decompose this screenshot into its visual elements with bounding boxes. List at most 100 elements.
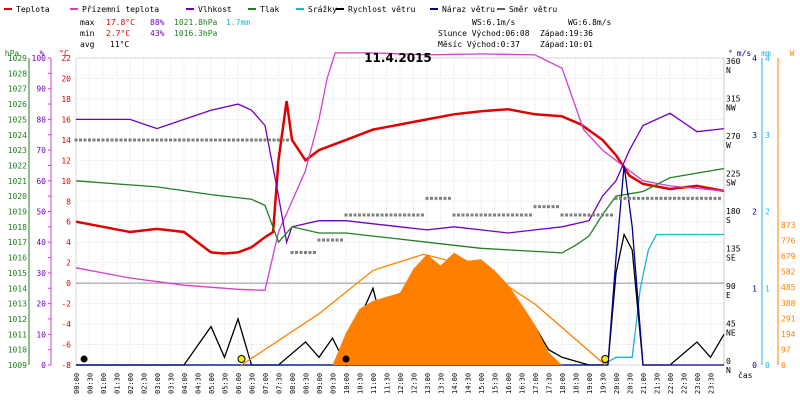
- direction-point: [322, 238, 325, 242]
- legend: Teplota Přízemní teplota Vlhkost Tlak Srážky…: [4, 5, 557, 14]
- temp-tick-label: 14: [61, 136, 71, 145]
- direction-point: [637, 196, 640, 200]
- direction-point: [628, 196, 631, 200]
- stat-wg: WG:6.8m/s: [568, 18, 612, 27]
- compass-label: W: [726, 141, 731, 150]
- x-tick-label: 21:30: [654, 373, 662, 394]
- wind-tick-label: 1: [752, 284, 757, 293]
- pressure-tick-label: 1017: [8, 238, 27, 247]
- direction-point: [434, 196, 438, 200]
- direction-point: [668, 196, 672, 200]
- direction-tick-label: 90: [726, 282, 736, 291]
- direction-point: [331, 238, 334, 242]
- direction-point: [362, 213, 366, 217]
- x-tick-label: 15:00: [478, 373, 486, 394]
- series-tlak: [75, 167, 725, 254]
- legend-label: Tlak: [260, 5, 279, 14]
- direction-point: [196, 138, 199, 142]
- series-sun-path: [241, 253, 606, 366]
- direction-point: [155, 138, 159, 142]
- rain-tick-label: 3: [765, 131, 770, 140]
- direction-tick-label: 270: [726, 132, 741, 141]
- direction-point: [214, 138, 217, 142]
- direction-point: [470, 213, 474, 217]
- x-tick-label: 14:00: [451, 373, 459, 394]
- x-tick-label: 04:00: [181, 373, 189, 394]
- stat-avg-label: avg: [80, 40, 95, 49]
- direction-point: [686, 196, 690, 200]
- x-tick-label: 16:30: [519, 373, 527, 394]
- direction-point: [97, 138, 100, 142]
- direction-point: [263, 138, 267, 142]
- direction-point: [664, 196, 667, 200]
- pressure-tick-label: 1027: [8, 85, 27, 94]
- direction-point: [92, 138, 96, 142]
- direction-point: [506, 213, 510, 217]
- x-tick-label: 21:00: [640, 373, 648, 394]
- x-tick-label: 06:00: [235, 373, 243, 394]
- direction-point: [272, 138, 276, 142]
- x-tick-label: 22:00: [667, 373, 675, 394]
- direction-point: [277, 138, 280, 142]
- axes: 00:00 00:30 01:00 01:30 02:00 02:30 03:00 03:30…: [5, 49, 796, 394]
- direction-point: [160, 138, 163, 142]
- direction-point: [565, 213, 568, 217]
- direction-point: [254, 138, 258, 142]
- direction-point: [466, 213, 469, 217]
- x-tick-label: 05:00: [208, 373, 216, 394]
- humidity-tick-label: 10: [36, 330, 46, 339]
- temp-tick-label: 2: [66, 259, 71, 268]
- pressure-tick-label: 1010: [8, 346, 27, 355]
- direction-point: [353, 213, 357, 217]
- direction-point: [641, 196, 645, 200]
- compass-label: N: [726, 366, 731, 375]
- x-tick-label: 15:30: [492, 373, 500, 394]
- x-tick-label: 10:00: [343, 373, 351, 394]
- direction-point: [439, 196, 442, 200]
- wind-tick-label: 0: [752, 361, 757, 370]
- direction-point: [83, 138, 87, 142]
- direction-point: [619, 196, 622, 200]
- direction-point: [313, 251, 316, 254]
- x-tick-label: 10:30: [357, 373, 365, 394]
- wind-tick-label: 2: [752, 208, 757, 217]
- direction-point: [169, 138, 172, 142]
- x-tick-label: 22:30: [681, 373, 689, 394]
- temp-tick-label: -2: [61, 300, 71, 309]
- solar-axis-label: W: [790, 49, 795, 58]
- x-tick-label: 00:00: [73, 373, 81, 394]
- direction-point: [151, 138, 154, 142]
- rain-axis-label: mm: [761, 49, 771, 58]
- wind-tick-label: 3: [752, 131, 757, 140]
- x-tick-label: 09:30: [330, 373, 338, 394]
- pressure-tick-label: 1015: [8, 269, 27, 278]
- x-tick-label: 08:30: [303, 373, 311, 394]
- direction-point: [551, 205, 555, 209]
- direction-point: [380, 213, 384, 217]
- pressure-tick-label: 1019: [8, 208, 27, 217]
- direction-point: [592, 213, 595, 217]
- stat-sun-set: Západ:19:36: [540, 29, 593, 38]
- humidity-tick-label: 30: [36, 269, 46, 278]
- direction-point: [425, 196, 429, 200]
- humidity-tick-label: 40: [36, 238, 46, 247]
- direction-point: [623, 196, 627, 200]
- direction-tick-label: 180: [726, 207, 741, 216]
- solar-tick-label: 776: [781, 237, 796, 246]
- x-tick-label: 23:30: [708, 373, 716, 394]
- direction-point: [110, 138, 114, 142]
- compass-label: N: [726, 66, 731, 75]
- x-tick-label: 14:30: [465, 373, 473, 394]
- x-tick-label: 01:30: [114, 373, 122, 394]
- pressure-tick-label: 1024: [8, 131, 27, 140]
- direction-point: [164, 138, 168, 142]
- direction-point: [236, 138, 240, 142]
- series-solar: [76, 252, 724, 365]
- stat-max-label: max: [80, 18, 95, 27]
- direction-point: [673, 196, 676, 200]
- direction-point: [344, 213, 348, 217]
- direction-point: [191, 138, 195, 142]
- direction-point: [646, 196, 649, 200]
- direction-point: [326, 238, 330, 242]
- humidity-tick-label: 90: [36, 85, 46, 94]
